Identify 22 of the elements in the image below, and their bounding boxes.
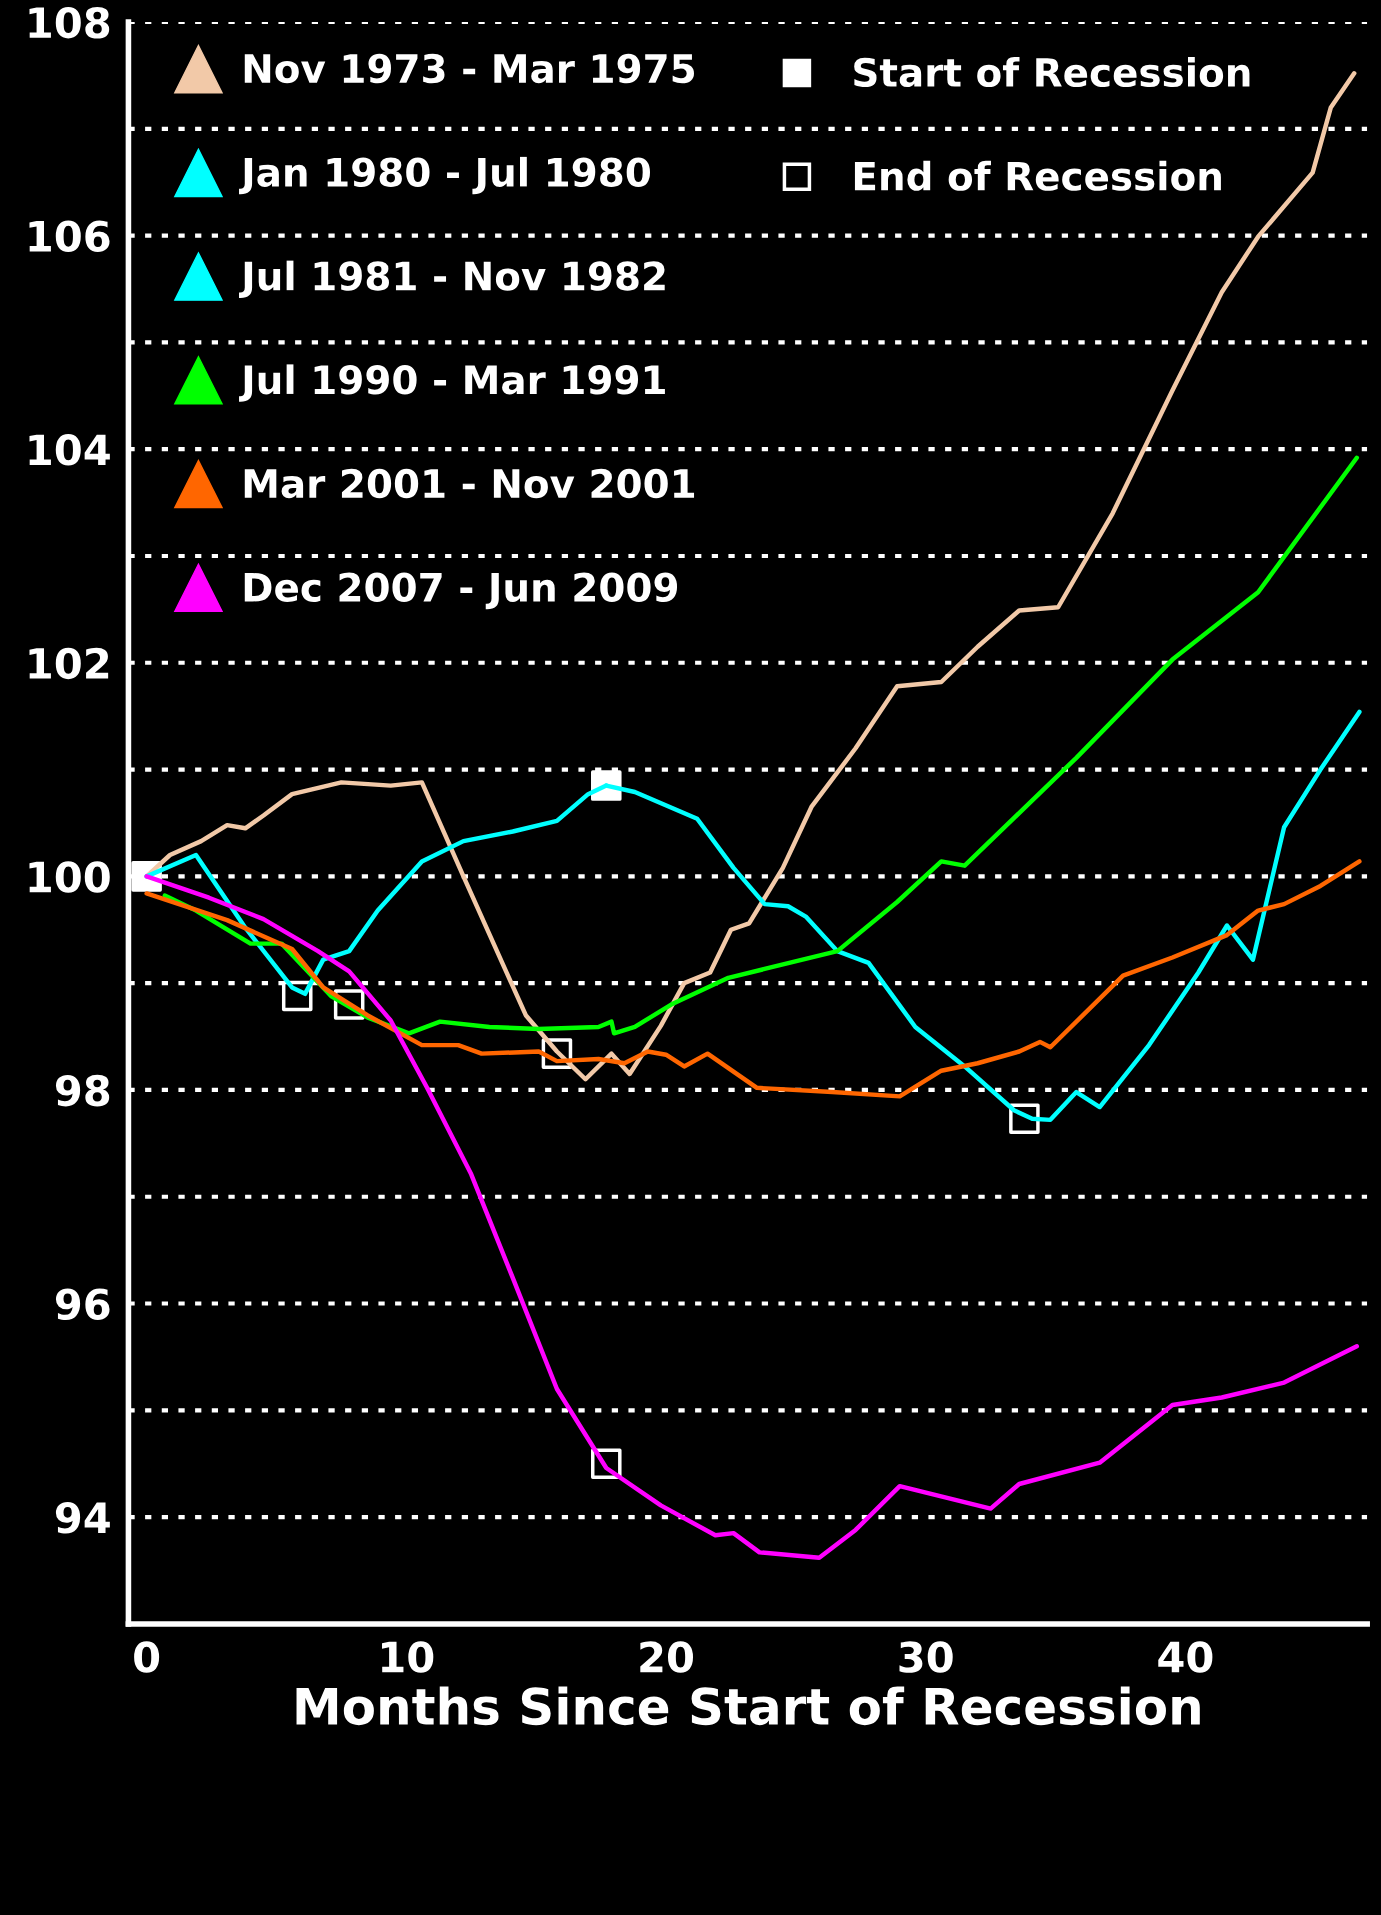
y-tick-label: 108: [29, 6, 110, 39]
legend-label: Dec 2007 - Jun 2009: [244, 572, 678, 610]
y-tick-label: 106: [29, 220, 110, 253]
x-axis-title: Months Since Start of Recession: [296, 1686, 1200, 1726]
legend-label: Start of Recession: [854, 57, 1250, 88]
legend-label: Jul 1990 - Mar 1991: [239, 364, 665, 402]
y-tick-label: 100: [29, 861, 110, 893]
y-tick-label: 102: [29, 647, 109, 680]
y-tick-label: 104: [29, 434, 110, 466]
y-tick-label: 98: [55, 1074, 110, 1107]
legend-label: Mar 2001 - Nov 2001: [244, 468, 695, 499]
legend-label: Jan 1980 - Jul 1980: [239, 156, 650, 195]
x-tick-label: 10: [382, 1641, 434, 1673]
legend-label: End of Recession: [854, 160, 1221, 191]
legend-label: Jul 1981 - Nov 1982: [239, 260, 665, 298]
legend-label: Nov 1973 - Mar 1975: [244, 53, 694, 84]
x-tick-label: 40: [1158, 1641, 1213, 1673]
x-tick-label: 30: [899, 1641, 953, 1673]
x-tick-label: 0: [134, 1641, 160, 1673]
x-tick-label: 20: [640, 1641, 694, 1673]
y-tick-label: 94: [55, 1502, 110, 1534]
y-tick-label: 96: [55, 1288, 110, 1320]
